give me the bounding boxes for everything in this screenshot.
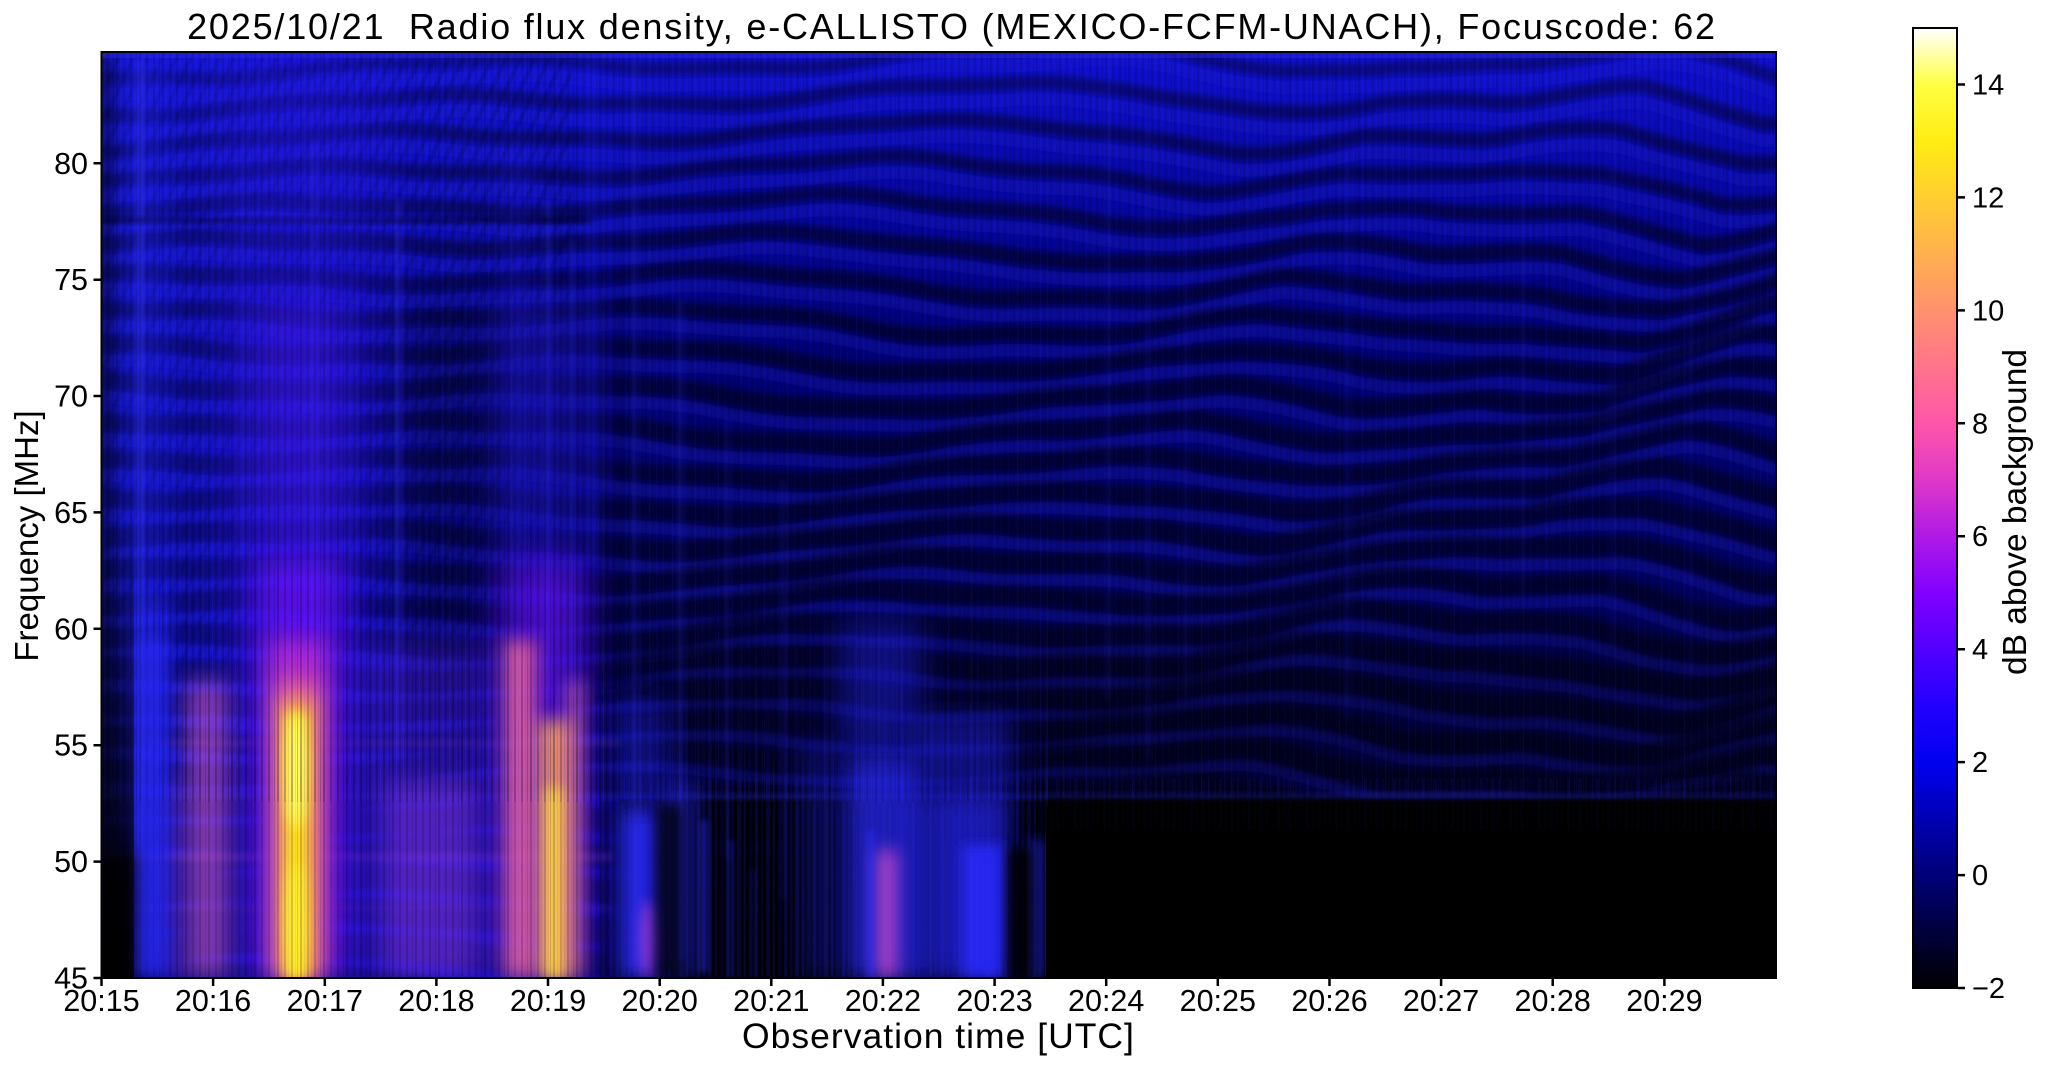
svg-text:55: 55 [54,729,88,763]
svg-text:20:20: 20:20 [622,984,698,1018]
svg-text:20:23: 20:23 [956,984,1032,1018]
svg-text:65: 65 [54,496,88,530]
svg-text:12: 12 [1972,182,2004,214]
svg-text:20:15: 20:15 [63,984,139,1018]
svg-text:60: 60 [54,612,88,646]
svg-text:Frequency [MHz]: Frequency [MHz] [8,410,45,661]
svg-text:4: 4 [1972,634,1988,666]
svg-text:20:29: 20:29 [1626,984,1702,1018]
svg-text:20:18: 20:18 [398,984,474,1018]
svg-text:75: 75 [54,263,88,297]
svg-text:2: 2 [1972,747,1988,779]
svg-text:20:28: 20:28 [1515,984,1591,1018]
svg-text:20:22: 20:22 [845,984,921,1018]
svg-text:0: 0 [1972,860,1988,892]
svg-text:10: 10 [1972,295,2004,327]
svg-text:45: 45 [54,962,88,996]
svg-text:20:27: 20:27 [1403,984,1479,1018]
svg-text:20:21: 20:21 [733,984,809,1018]
svg-text:2025/10/21 Radio flux density: 2025/10/21 Radio flux density, e-CALLIST… [187,6,1717,47]
svg-text:20:19: 20:19 [510,984,586,1018]
svg-text:80: 80 [54,147,88,181]
svg-text:20:25: 20:25 [1180,984,1256,1018]
svg-text:dB above background: dB above background [1997,349,2034,675]
svg-text:20:26: 20:26 [1291,984,1367,1018]
svg-text:20:24: 20:24 [1068,984,1144,1018]
svg-text:20:17: 20:17 [287,984,363,1018]
svg-text:−2: −2 [1972,973,2005,1005]
svg-text:8: 8 [1972,408,1988,440]
svg-text:50: 50 [54,845,88,879]
svg-text:6: 6 [1972,521,1988,553]
svg-text:20:16: 20:16 [175,984,251,1018]
svg-text:Observation time [UTC]: Observation time [UTC] [742,1016,1135,1056]
svg-text:14: 14 [1972,70,2004,102]
svg-text:70: 70 [54,380,88,414]
